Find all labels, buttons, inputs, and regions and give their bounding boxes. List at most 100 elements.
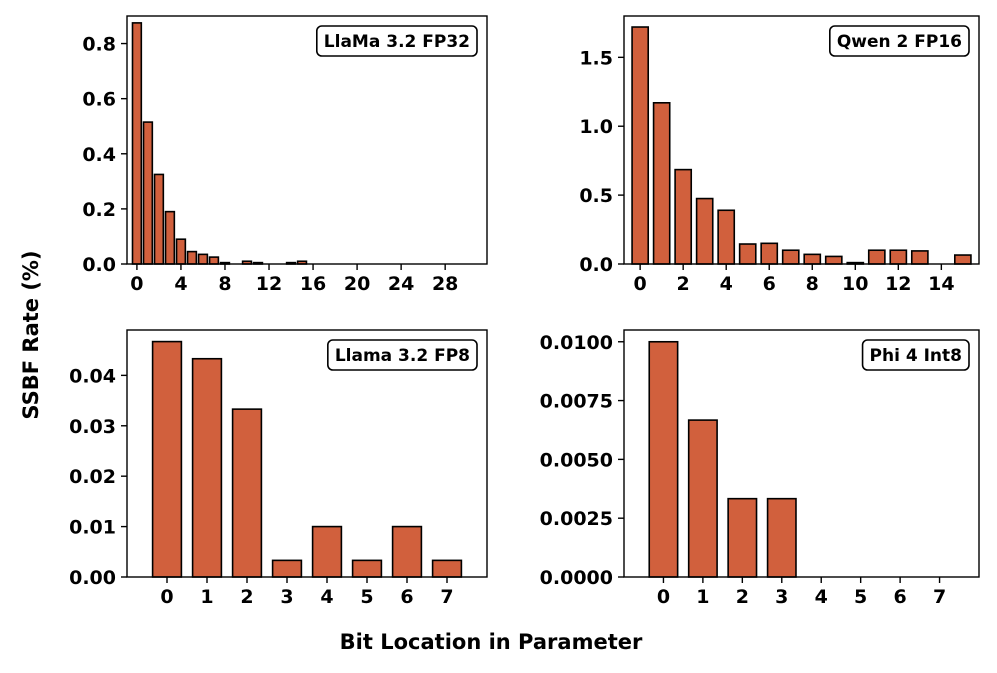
- x-tick-label: 8: [806, 273, 819, 295]
- x-tick-label: 5: [854, 586, 867, 608]
- subplot-llama-fp32: 0 4 8 12 16 20 24 28 0.0 0.2 0.4 0.6 0.8 LlaMa 3.2 FP…: [82, 15, 488, 295]
- legend-label: Llama 3.2 FP8: [335, 346, 470, 366]
- y-tick-label: 0.0: [579, 254, 613, 276]
- bar-1: [652, 102, 671, 265]
- y-axis-title: SSBF Rate (%): [19, 250, 43, 419]
- subplot-qwen-fp16: 0 2 4 6 8 10 12 14 0.0 0.5 1.0 1.5 Qwen 2 FP16: [579, 15, 980, 295]
- bar-3: [695, 197, 714, 265]
- subplot-llama-fp8: 0 1 2 3 4 5 6 7 0.00 0.01 0.02 0.03 0.04 Llama 3.2 FP…: [69, 329, 488, 608]
- y-tick-label: 0.00: [69, 567, 116, 589]
- y-tick-label: 0.0025: [540, 508, 613, 530]
- legend-box: [829, 25, 970, 57]
- y-tick-label: 0.0075: [540, 391, 613, 413]
- bar-13: [910, 250, 929, 265]
- subplot-phi-int8: 0 1 2 3 4 5 6 7 0.0000 0.0025 0.0050 0.0075 0.0100 Ph…: [540, 329, 980, 608]
- x-tick-label: 20: [344, 273, 370, 295]
- x-tick-label: 0: [657, 586, 670, 608]
- x-tick-label: 7: [933, 586, 946, 608]
- y-tick-label: 0.5: [579, 185, 613, 207]
- x-tick-label: 7: [440, 586, 453, 608]
- x-tick-label: 1: [200, 586, 213, 608]
- bar-5: [186, 250, 198, 265]
- x-tick-label: 4: [320, 586, 333, 608]
- x-tick-label: 12: [256, 273, 282, 295]
- bar-2: [727, 497, 758, 578]
- bar-0: [648, 340, 679, 578]
- y-tick-label: 0.4: [82, 144, 116, 166]
- bar-6: [197, 253, 209, 265]
- x-tick-label: 0: [160, 586, 173, 608]
- bar-0: [151, 340, 183, 578]
- bar-5: [738, 243, 757, 265]
- x-tick-label: 3: [775, 586, 788, 608]
- legend-label: Qwen 2 FP16: [837, 32, 962, 52]
- y-tick-label: 0.2: [82, 199, 116, 221]
- legend-box: [327, 339, 478, 371]
- legend-label: Phi 4 Int8: [870, 346, 962, 366]
- x-tick-label: 0: [130, 273, 143, 295]
- x-axis-title: Bit Location in Parameter: [340, 630, 643, 654]
- x-tick-label: 2: [240, 586, 253, 608]
- x-tick-label: 3: [280, 586, 293, 608]
- bar-6: [391, 525, 423, 578]
- bar-6: [760, 242, 779, 265]
- bar-7: [208, 256, 220, 265]
- x-tick-label: 8: [218, 273, 231, 295]
- x-tick-label: 6: [893, 586, 906, 608]
- bar-0: [631, 26, 650, 265]
- x-tick-label: 6: [400, 586, 413, 608]
- x-tick-label: 4: [174, 273, 187, 295]
- bar-12: [889, 249, 908, 265]
- x-tick-label: 14: [928, 273, 954, 295]
- plot-frame: [126, 15, 488, 265]
- bar-15: [953, 254, 972, 265]
- x-tick-label: 24: [388, 273, 414, 295]
- bar-7: [781, 249, 800, 265]
- x-tick-label: 1: [696, 586, 709, 608]
- y-tick-label: 0.0100: [540, 332, 613, 354]
- y-tick-label: 0.02: [69, 466, 116, 488]
- legend-label: LlaMa 3.2 FP32: [324, 32, 470, 52]
- x-tick-label: 2: [736, 586, 749, 608]
- bar-3: [164, 210, 176, 265]
- bar-0: [131, 22, 143, 265]
- y-tick-label: 0.01: [69, 517, 116, 539]
- bar-8: [803, 253, 822, 265]
- bar-3: [766, 497, 797, 578]
- bar-1: [687, 419, 718, 578]
- x-tick-label: 6: [763, 273, 776, 295]
- x-tick-label: 4: [720, 273, 733, 295]
- x-tick-label: 2: [677, 273, 690, 295]
- x-tick-label: 4: [815, 586, 828, 608]
- bar-2: [674, 168, 693, 265]
- y-tick-label: 0.8: [82, 34, 116, 56]
- bar-4: [717, 209, 736, 265]
- y-tick-label: 0.0000: [540, 567, 613, 589]
- y-tick-label: 0.6: [82, 89, 116, 111]
- y-tick-label: 0.0050: [540, 449, 613, 471]
- y-tick-label: 0.03: [69, 416, 116, 438]
- bar-9: [824, 255, 843, 265]
- bar-2: [153, 173, 165, 265]
- y-tick-label: 0.0: [82, 254, 116, 276]
- x-tick-label: 5: [360, 586, 373, 608]
- y-tick-label: 0.04: [69, 365, 116, 387]
- y-tick-label: 1.5: [579, 47, 613, 69]
- bar-4: [175, 238, 187, 265]
- bar-1: [191, 357, 223, 578]
- bar-1: [142, 121, 154, 265]
- y-tick-label: 1.0: [579, 116, 613, 138]
- x-tick-label: 16: [300, 273, 326, 295]
- bar-4: [311, 525, 343, 578]
- legend-box: [861, 339, 970, 371]
- x-tick-label: 28: [432, 273, 458, 295]
- bar-7: [431, 559, 463, 578]
- plot-frame: [623, 15, 980, 265]
- bar-2: [231, 408, 263, 578]
- bar-5: [351, 559, 383, 578]
- x-tick-label: 0: [634, 273, 647, 295]
- bar-3: [271, 559, 303, 578]
- x-tick-label: 10: [842, 273, 868, 295]
- x-tick-label: 12: [885, 273, 911, 295]
